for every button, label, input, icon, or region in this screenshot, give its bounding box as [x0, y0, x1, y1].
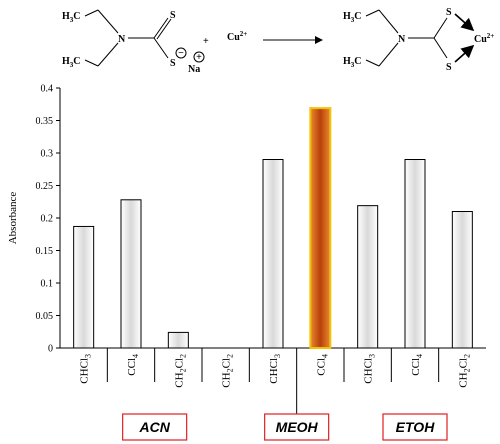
- category-label-sub: 4: [320, 354, 329, 358]
- product-nitrogen: N: [398, 34, 406, 45]
- category-label: CCl4: [126, 354, 140, 376]
- bar-highlighted: [309, 107, 332, 350]
- reactant-sulfur-top: S: [170, 10, 176, 21]
- solvent-group-label: MEOH: [276, 419, 319, 435]
- reactant-methyl-bottom: H3C: [62, 56, 81, 69]
- reactant-methyl-top: H3C: [62, 11, 81, 24]
- solvent-group-box: [264, 413, 330, 441]
- product-copper: Cu2+: [474, 32, 494, 45]
- category-labels: CHCl3CCl4CH2Cl2CH2Cl2CHCl3CCl4CHCl3CCl4C…: [79, 354, 472, 388]
- category-label-sub: 3: [84, 354, 93, 358]
- category-dividers: [106, 348, 440, 426]
- y-tick-label: 0.25: [36, 181, 54, 192]
- y-tick-label: 0.15: [36, 246, 54, 257]
- bar: [451, 211, 473, 349]
- solvent-group-box: [382, 413, 448, 441]
- category-label: CCl4: [410, 354, 424, 376]
- category-label: CHCl3: [79, 354, 93, 384]
- y-ticks: 0 0.05 0.1 0.15 0.2 0.25 0.3 0.35 0.4: [36, 84, 60, 355]
- reaction-scheme: H3C H3C N S S − + Na + Cu2+ H3C H3C: [62, 7, 494, 75]
- category-label-sub2: 2: [226, 354, 235, 358]
- solvent-group-label: ACN: [138, 419, 170, 435]
- bar: [262, 159, 284, 349]
- category-label: CH2Cl2: [457, 354, 471, 388]
- bar: [167, 331, 189, 349]
- category-label-main: CH: [221, 372, 233, 387]
- category-label-main: CCl: [315, 358, 327, 376]
- negative-charge-circle: [175, 47, 187, 59]
- category-label-sub: 2: [226, 368, 235, 372]
- bar: [73, 225, 95, 349]
- category-label-sub2: 2: [178, 354, 187, 358]
- y-tick-label: 0.2: [41, 214, 54, 225]
- category-label-sub: 2: [462, 368, 471, 372]
- category-label-main: CH: [173, 372, 185, 387]
- category-label-sub: 3: [368, 354, 377, 358]
- y-tick-label: 0.3: [41, 149, 54, 160]
- product-complex: H3C H3C N S S Cu2+: [343, 7, 494, 73]
- positive-charge-circle: [193, 51, 205, 63]
- solvent-group-label: ETOH: [396, 419, 436, 435]
- category-label-sub: 4: [415, 354, 424, 358]
- solvent-group-box: [122, 413, 188, 441]
- reactant-sulfur-bottom: S: [170, 58, 176, 69]
- absorbance-chart: 0 0.05 0.1 0.15 0.2 0.25 0.3 0.35 0.4 Absorbance…: [7, 84, 486, 441]
- reactant-molecule: H3C H3C N S S − + Na +: [62, 9, 209, 75]
- negative-charge: −: [178, 48, 184, 59]
- category-label-main: CH: [457, 372, 469, 387]
- category-label-mid: Cl: [173, 358, 185, 368]
- category-label-sub: 3: [273, 354, 282, 358]
- y-tick-label: 0: [48, 344, 53, 355]
- reactant-nitrogen: N: [118, 34, 126, 45]
- product-methyl-top: H3C: [343, 11, 362, 24]
- y-axis-label: Absorbance: [7, 192, 19, 245]
- product-sulfur-top: S: [446, 7, 452, 18]
- y-tick-label: 0.05: [36, 311, 54, 322]
- bar: [357, 205, 379, 349]
- bar: [120, 199, 142, 349]
- category-label-sub: 4: [131, 354, 140, 358]
- category-label-main: CCl: [410, 358, 422, 376]
- category-label: CHCl3: [268, 354, 282, 384]
- category-label: CH2Cl2: [173, 354, 187, 388]
- solvent-groups: ACN MEOH ETOH: [122, 413, 448, 441]
- category-label-main: CHCl: [363, 358, 375, 384]
- category-label: CCl4: [315, 354, 329, 376]
- loose-plus: +: [203, 36, 209, 47]
- category-label: CHCl3: [363, 354, 377, 384]
- category-label-mid: Cl: [457, 358, 469, 368]
- bars: [73, 107, 473, 350]
- counter-ion: Na: [188, 64, 200, 75]
- category-label-sub2: 2: [462, 354, 471, 358]
- copper-ion: Cu2+: [227, 30, 247, 43]
- positive-charge: +: [196, 52, 202, 63]
- y-tick-label: 0.35: [36, 116, 54, 127]
- category-label-mid: Cl: [221, 358, 233, 368]
- category-label: CH2Cl2: [221, 354, 235, 388]
- category-label-main: CHCl: [268, 358, 280, 384]
- bar: [404, 159, 426, 349]
- category-label-main: CHCl: [79, 358, 91, 384]
- category-label-main: CCl: [126, 358, 138, 376]
- product-methyl-bottom: H3C: [343, 56, 362, 69]
- category-label-sub: 2: [178, 368, 187, 372]
- y-tick-label: 0.4: [41, 84, 54, 95]
- y-tick-label: 0.1: [41, 279, 54, 290]
- product-sulfur-bottom: S: [446, 62, 452, 73]
